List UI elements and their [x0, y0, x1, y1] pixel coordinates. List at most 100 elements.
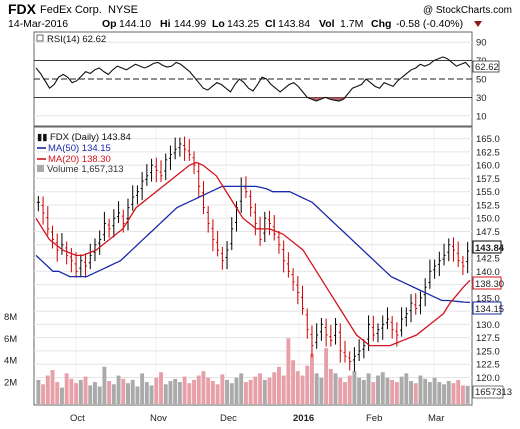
price-current-tag: 143.84: [472, 240, 505, 254]
volume-bar: [314, 373, 319, 404]
quote-volume-value: 1.7M: [340, 18, 363, 30]
chart-header: FDX FedEx Corp. NYSE @ StockCharts.com 1…: [8, 1, 512, 30]
volume-bar: [206, 377, 211, 404]
volume-bar: [239, 373, 244, 404]
volume-bar: [253, 376, 258, 404]
volume-bar: [177, 382, 182, 404]
price-legend-label: FDX (Daily) 143.84: [50, 132, 131, 143]
volume-bar: [286, 338, 291, 404]
volume-bar: [126, 383, 130, 404]
volume-bar: [324, 348, 329, 404]
change-down-arrow-icon: [474, 21, 482, 27]
volume-bar: [78, 379, 83, 404]
volume-bar: [187, 383, 192, 404]
volume-bar: [394, 382, 399, 404]
ma50-current-value: 134.15: [475, 304, 504, 315]
volume-bar: [36, 379, 41, 404]
quote-close-label: Cl: [265, 18, 276, 30]
price-tick-label: 165.0: [476, 134, 500, 145]
ticker-symbol: FDX: [8, 1, 37, 17]
volume-bar: [210, 381, 215, 404]
ma20-current-value: 138.30: [475, 279, 504, 290]
volume-bar: [390, 379, 395, 404]
volume-bar: [328, 368, 333, 404]
volume-bar: [404, 373, 409, 404]
quote-change-label: Chg: [371, 18, 391, 30]
volume-bar: [154, 377, 159, 404]
rsi-current-tag: 62.62: [472, 60, 500, 73]
volume-bar: [319, 377, 324, 404]
volume-bar: [55, 382, 60, 404]
rsi-tick-label: 50: [476, 75, 487, 86]
volume-tick-label: 4M: [4, 356, 17, 367]
quote-change-value: -0.58 (-0.40%): [396, 18, 463, 30]
volume-bar: [451, 383, 456, 404]
x-tick-label: Feb: [366, 413, 382, 424]
price-tick-label: 152.5: [476, 200, 500, 211]
moving-average-lines: [35, 161, 471, 347]
volume-bar: [305, 365, 310, 404]
volume-bar: [88, 385, 93, 404]
price-tick-label: 160.0: [476, 161, 500, 172]
volume-bar: [409, 381, 413, 404]
price-tick-label: 127.5: [476, 333, 500, 344]
watermark: @ StockCharts.com: [423, 5, 512, 16]
quote-volume-label: Vol: [319, 18, 335, 30]
price-legend-icon: ▮▮: [37, 132, 47, 143]
volume-bar: [418, 375, 423, 404]
quote-low-label: Lo: [212, 18, 225, 30]
volume-bar: [310, 353, 314, 404]
x-tick-label: Nov: [150, 413, 167, 424]
ma20-legend-label: MA(20) 138.30: [48, 154, 111, 165]
price-tick-label: 142.5: [476, 254, 500, 265]
volume-bar: [267, 377, 272, 404]
volume-bar: [69, 378, 74, 404]
volume-bar: [168, 381, 173, 404]
rsi-plot: [35, 56, 471, 102]
price-tick-label: 140.0: [476, 267, 500, 278]
rsi-legend-icon: [36, 34, 44, 42]
volume-tick-label: 2M: [4, 378, 17, 389]
volume-current-tag: 1657313: [472, 385, 512, 399]
volume-bar: [121, 378, 126, 404]
x-tick-label: Mar: [428, 413, 444, 424]
quote-date: 14-Mar-2016: [8, 18, 68, 30]
rsi-tick-label: 90: [476, 38, 487, 49]
volume-bar: [276, 366, 281, 404]
x-tick-label: 2016: [293, 413, 314, 424]
volume-bar: [45, 375, 50, 404]
volume-current-value: 1657313: [475, 387, 512, 398]
volume-bars: [36, 338, 470, 404]
ma20-current-tag: 138.30: [472, 276, 504, 290]
volume-bar: [399, 376, 404, 404]
volume-tick-label: 8M: [4, 312, 17, 323]
volume-bar: [220, 374, 225, 404]
rsi-gridlines: [34, 41, 472, 117]
volume-bar: [243, 382, 248, 404]
volume-bar: [229, 383, 234, 404]
volume-bar: [262, 379, 267, 404]
volume-bar: [437, 382, 442, 404]
ma50-current-tag: 134.15: [472, 301, 504, 315]
price-tick-label: 155.0: [476, 187, 500, 198]
volume-bar: [130, 379, 135, 404]
volume-bar: [50, 370, 55, 404]
price-tick-label: 120.0: [476, 373, 500, 384]
ma20-current-tag-box: [472, 276, 502, 290]
volume-bar: [163, 384, 168, 404]
volume-bar: [41, 384, 46, 404]
volume-bar: [427, 382, 432, 404]
price-panel-frame: [33, 126, 473, 406]
volume-current-tag-box: [472, 385, 504, 399]
ma50-legend-label: MA(50) 134.15: [48, 143, 111, 154]
quote-high-value: 144.99: [174, 18, 206, 30]
volume-bar: [460, 385, 465, 404]
volume-bar: [149, 385, 154, 404]
rsi-current-value: 62.62: [475, 62, 499, 73]
volume-bar: [74, 383, 79, 404]
volume-bar: [111, 384, 116, 404]
volume-bar: [300, 375, 305, 404]
volume-bar: [446, 381, 451, 404]
volume-bar: [361, 379, 366, 404]
